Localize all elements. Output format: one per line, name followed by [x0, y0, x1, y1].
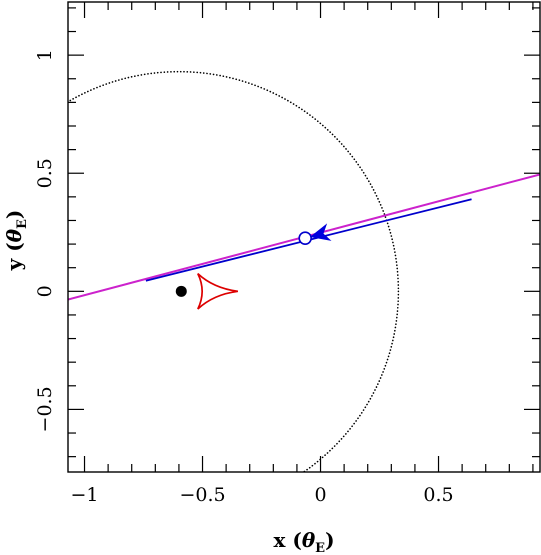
x-axis-title-main: x ( [273, 528, 301, 552]
tick-labels: −1 −0.5 0 0.5 −0.5 0 0.5 1 [34, 49, 454, 506]
x-axis-title-close: ) [325, 528, 334, 552]
y-tick-label: 0 [34, 285, 56, 297]
axis-ticks [68, 2, 540, 472]
plot-frame [67, 1, 541, 473]
source-position-marker [298, 231, 312, 245]
y-tick-label: −0.5 [34, 386, 56, 432]
x-axis-title-sub: E [315, 541, 325, 555]
x-tick-label: −0.5 [179, 484, 225, 506]
caustic-curve [197, 272, 239, 310]
y-tick-label: 0.5 [34, 158, 56, 188]
y-axis-title-close: ) [2, 210, 26, 219]
lens-point [175, 285, 187, 297]
x-tick-label: 0 [314, 484, 326, 506]
dotted-circle [68, 70, 400, 472]
y-axis-title-theta: θ [2, 228, 26, 242]
direction-arrow [309, 223, 332, 241]
y-axis-title: y (θE) [2, 210, 30, 272]
x-tick-label: −1 [71, 484, 99, 506]
y-axis-title-main: y ( [2, 242, 26, 271]
x-axis-title-theta: θ [302, 528, 316, 552]
plot-area [68, 70, 540, 472]
y-tick-label: 1 [34, 49, 56, 61]
y-axis-title-sub: E [15, 219, 30, 229]
x-axis-title: x (θE) [273, 528, 334, 555]
x-tick-label: 0.5 [423, 484, 453, 506]
